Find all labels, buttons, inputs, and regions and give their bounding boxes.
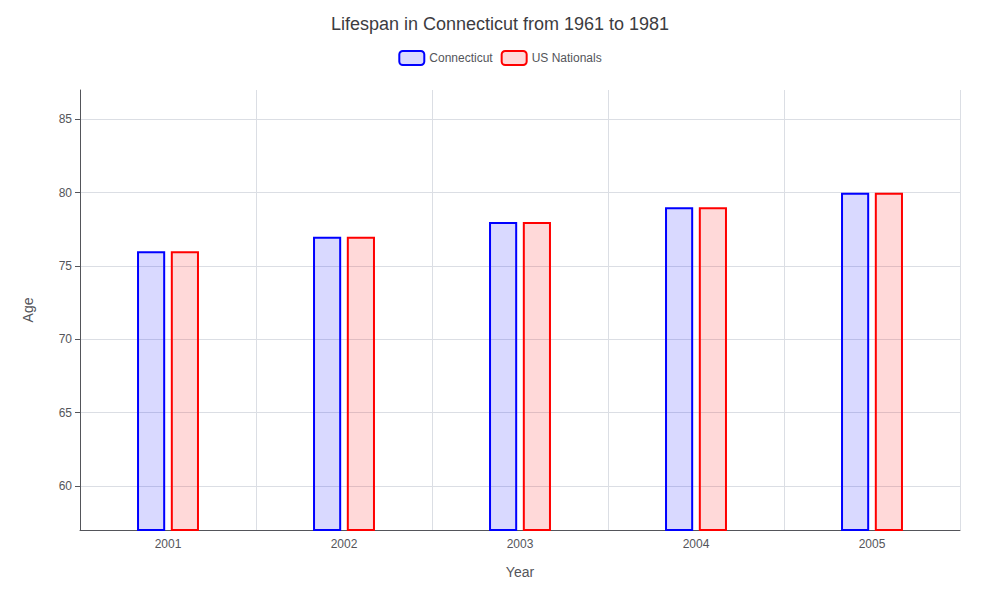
svg-text:85: 85 <box>59 112 73 126</box>
svg-text:2003: 2003 <box>507 537 534 551</box>
svg-text:2001: 2001 <box>155 537 182 551</box>
svg-text:Age: Age <box>20 297 36 322</box>
svg-text:60: 60 <box>59 479 73 493</box>
svg-text:Year: Year <box>506 564 535 580</box>
svg-text:US Nationals: US Nationals <box>532 51 602 65</box>
svg-text:70: 70 <box>59 332 73 346</box>
svg-text:2004: 2004 <box>683 537 710 551</box>
svg-text:Lifespan in Connecticut from 1: Lifespan in Connecticut from 1961 to 198… <box>331 14 669 34</box>
svg-text:Connecticut: Connecticut <box>429 51 493 65</box>
svg-text:65: 65 <box>59 406 73 420</box>
svg-text:2002: 2002 <box>331 537 358 551</box>
svg-text:75: 75 <box>59 259 73 273</box>
svg-text:80: 80 <box>59 186 73 200</box>
svg-text:2005: 2005 <box>859 537 886 551</box>
